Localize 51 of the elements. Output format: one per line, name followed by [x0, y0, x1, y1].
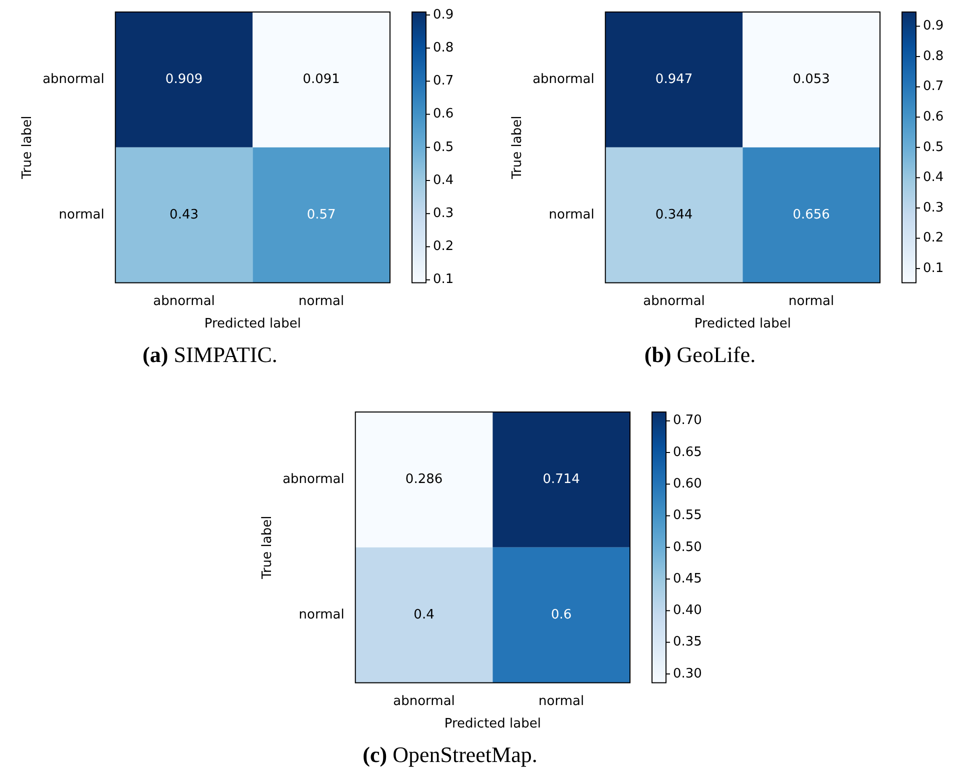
data-label: 0.909	[165, 72, 203, 88]
color-bar-label: 0.3	[923, 200, 944, 216]
y-axis-title: True label	[510, 116, 526, 180]
color-bar-label: 0.7	[433, 74, 454, 89]
data-label: 0.947	[655, 72, 693, 88]
color-bar-label: 0.4	[923, 170, 944, 186]
x-axis-title: Predicted label	[694, 316, 791, 332]
data-label: 0.091	[302, 72, 340, 88]
color-bar-label: 0.9	[433, 7, 454, 22]
x-axis-title: Predicted label	[444, 716, 541, 732]
color-bar-label: 0.4	[433, 172, 454, 188]
color-bar-label: 0.30	[673, 666, 702, 682]
data-label: 0.053	[792, 72, 830, 88]
data-label: 0.714	[542, 472, 580, 488]
data-label: 0.4	[414, 607, 434, 622]
color-bar-label: 0.3	[433, 206, 454, 221]
color-bar-label: 0.8	[433, 40, 454, 56]
color-bar-label: 0.65	[673, 444, 702, 460]
color-bar-label: 0.2	[433, 239, 454, 254]
data-label: 0.57	[306, 207, 336, 222]
color-bar-label: 0.70	[673, 413, 702, 428]
color-bar-label: 0.55	[673, 508, 702, 524]
data-label: 0.6	[551, 607, 572, 622]
data-label: 0.286	[405, 472, 443, 488]
color-bar-label: 0.35	[673, 634, 702, 650]
data-label: 0.344	[655, 207, 693, 222]
text: (b) GeoLife.	[643, 342, 757, 368]
y-axis-title: True label	[260, 516, 276, 580]
text: (a) SIMPATIC.	[142, 342, 278, 368]
text: (c) OpenStreetMap.	[362, 742, 538, 768]
color-bar-label: 0.2	[923, 230, 944, 246]
y-axis-title: True label	[20, 116, 36, 180]
color-bar-label: 0.5	[923, 140, 944, 155]
x-tick-label: abnormal	[153, 294, 215, 309]
color-bar-label: 0.6	[923, 109, 944, 124]
data-label: 0.43	[170, 207, 199, 222]
color-bar-label: 0.6	[433, 106, 454, 122]
color-bar-label: 0.1	[923, 260, 944, 276]
color-bar-label: 0.9	[923, 18, 944, 34]
color-bar-label: 0.7	[923, 79, 944, 94]
color-bar-label: 0.50	[673, 540, 702, 555]
x-tick-label: normal	[788, 294, 834, 309]
x-tick-label: abnormal	[643, 294, 705, 309]
color-bar-label: 0.8	[923, 48, 944, 64]
color-bar-label: 0.45	[673, 571, 702, 586]
color-bar-label: 0.5	[433, 140, 454, 155]
color-bar-label: 0.40	[673, 603, 702, 618]
x-axis-title: Predicted label	[204, 316, 301, 332]
color-bar-label: 0.60	[673, 476, 702, 492]
data-label: 0.656	[792, 207, 830, 222]
color-bar-label: 0.1	[433, 272, 454, 288]
